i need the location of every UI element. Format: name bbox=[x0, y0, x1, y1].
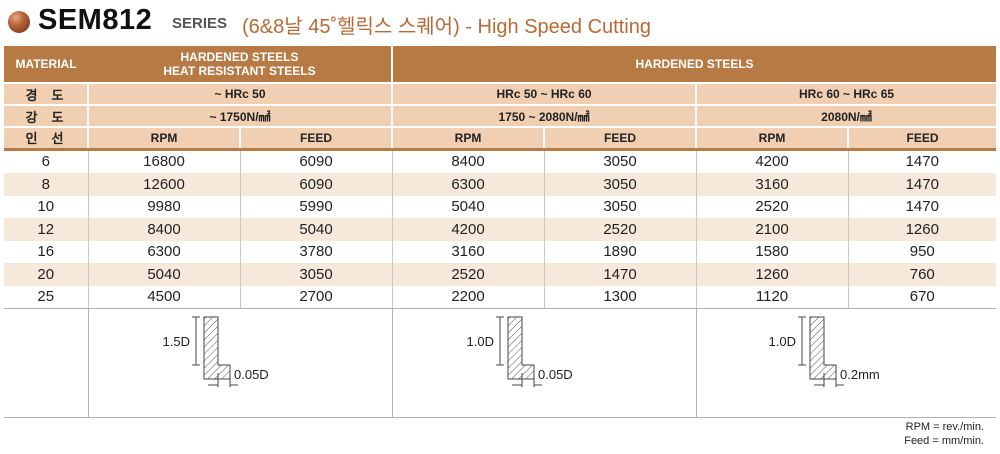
rpm-header: RPM bbox=[695, 126, 849, 149]
feed-cell: 6090 bbox=[239, 147, 393, 173]
feed-header: FEED bbox=[543, 126, 697, 149]
rpm-cell: 12600 bbox=[87, 173, 240, 196]
table-row: 8 12600 6090 6300 3050 3160 1470 bbox=[4, 173, 997, 196]
cut-diagram-3: 1.0D 0.2mm bbox=[695, 308, 997, 418]
width-label: 0.05D bbox=[538, 367, 573, 382]
rpm-cell: 4200 bbox=[391, 218, 545, 241]
rpm-cell: 2100 bbox=[695, 218, 849, 241]
group2a-strength: 1750 ~ 2080N/㎟ bbox=[391, 104, 697, 127]
feed-cell: 950 bbox=[847, 240, 997, 263]
rpm-cell: 5040 bbox=[391, 195, 545, 218]
rpm-cell: 2520 bbox=[391, 263, 545, 286]
feed-cell: 1470 bbox=[543, 263, 697, 286]
rpm-cell: 8400 bbox=[87, 218, 240, 241]
width-label: 0.05D bbox=[234, 367, 269, 382]
rpm-cell: 3160 bbox=[695, 173, 849, 196]
rpm-header: RPM bbox=[391, 126, 545, 149]
feed-unit-note: Feed = mm/min. bbox=[904, 435, 984, 447]
bullet-ball-icon bbox=[8, 11, 30, 33]
feed-cell: 2520 bbox=[543, 218, 697, 241]
cut-diagram-2: 1.0D 0.05D bbox=[391, 308, 697, 418]
rpm-cell: 2520 bbox=[695, 195, 849, 218]
feed-cell: 760 bbox=[847, 263, 997, 286]
hardness-label: 경도 bbox=[4, 82, 88, 105]
diameter-cell: 10 bbox=[37, 198, 55, 216]
table-row: 16 6300 3780 3160 1890 1580 950 bbox=[4, 240, 997, 263]
feed-cell: 3050 bbox=[543, 147, 697, 173]
feed-cell: 6090 bbox=[239, 173, 393, 196]
model-name: SEM812 bbox=[38, 4, 153, 36]
slot-profile-icon: 1.0D 0.2mm bbox=[769, 316, 880, 387]
rpm-header: RPM bbox=[87, 126, 240, 149]
depth-label: 1.0D bbox=[467, 334, 494, 349]
rpm-cell: 4500 bbox=[87, 285, 240, 309]
feed-cell: 3050 bbox=[543, 173, 697, 196]
feed-cell: 1300 bbox=[543, 285, 697, 309]
strength-label: 강도 bbox=[4, 104, 88, 127]
feed-cell: 1260 bbox=[847, 218, 997, 241]
slot-profile-icon: 1.0D 0.05D bbox=[467, 316, 573, 387]
group1-header: HARDENED STEELS HEAT RESISTANT STEELS bbox=[88, 46, 393, 83]
table-row: 10 9980 5990 5040 3050 2520 1470 bbox=[4, 195, 997, 218]
group1-line2: HEAT RESISTANT STEELS bbox=[163, 64, 316, 78]
feed-cell: 1470 bbox=[847, 147, 997, 173]
group2b-strength: 2080N/㎟ bbox=[695, 104, 997, 127]
feed-header: FEED bbox=[238, 126, 393, 149]
table-row: 6 16800 6090 8400 3050 4200 1470 bbox=[4, 147, 997, 173]
depth-label: 1.0D bbox=[769, 334, 796, 349]
group1-line1: HARDENED STEELS bbox=[180, 50, 299, 64]
feed-cell: 5990 bbox=[239, 195, 393, 218]
rpm-cell: 6300 bbox=[391, 173, 545, 196]
table-row: 25 4500 2700 2200 1300 1120 670 bbox=[4, 285, 997, 309]
diagram-spacer bbox=[4, 308, 88, 418]
rpm-cell: 5040 bbox=[87, 263, 240, 286]
material-header: MATERIAL bbox=[4, 46, 88, 83]
rpm-cell: 1580 bbox=[695, 240, 849, 263]
feed-cell: 3780 bbox=[239, 240, 393, 263]
diameter-cell: 8 bbox=[4, 173, 88, 196]
rpm-cell: 3160 bbox=[391, 240, 545, 263]
rpm-cell: 1120 bbox=[695, 285, 849, 309]
feed-cell: 1470 bbox=[847, 195, 997, 218]
depth-label: 1.5D bbox=[163, 334, 190, 349]
feed-cell: 3050 bbox=[543, 195, 697, 218]
slot-profile-icon: 1.5D 0.05D bbox=[163, 316, 269, 387]
flutes-label: 인선 bbox=[4, 126, 88, 149]
feed-cell: 1470 bbox=[847, 173, 997, 196]
rpm-cell: 16800 bbox=[87, 147, 240, 173]
rpm-cell: 6300 bbox=[87, 240, 240, 263]
feed-cell: 5040 bbox=[239, 218, 393, 241]
table-row: 20 5040 3050 2520 1470 1260 760 bbox=[4, 263, 997, 286]
feed-cell: 670 bbox=[847, 285, 997, 309]
diameter-cell: 20 bbox=[4, 263, 88, 286]
diameter-cell: 16 bbox=[37, 243, 55, 261]
diameter-cell: 12 bbox=[4, 218, 88, 241]
series-label: SERIES bbox=[172, 15, 228, 32]
table-row: 12 8400 5040 4200 2520 2100 1260 bbox=[4, 218, 997, 241]
rpm-cell: 1260 bbox=[695, 263, 849, 286]
cutting-conditions-table: MATERIAL HARDENED STEELS HEAT RESISTANT … bbox=[4, 46, 997, 418]
feed-cell: 2700 bbox=[239, 285, 393, 309]
rpm-unit-note: RPM = rev./min. bbox=[905, 421, 984, 433]
rpm-cell: 4200 bbox=[695, 147, 849, 173]
subtitle: (6&8날 45˚헬릭스 스퀘어) - High Speed Cutting bbox=[242, 16, 651, 38]
diameter-cell: 25 bbox=[4, 285, 88, 309]
rpm-cell: 8400 bbox=[391, 147, 545, 173]
width-label: 0.2mm bbox=[840, 367, 880, 382]
title-bar: SEM812 SERIES (6&8날 45˚헬릭스 스퀘어) - High S… bbox=[0, 0, 1000, 44]
group1-hardness: ~ HRc 50 bbox=[86, 82, 393, 105]
feed-header: FEED bbox=[847, 126, 997, 149]
diameter-cell: 6 bbox=[4, 147, 88, 173]
feed-cell: 3050 bbox=[239, 263, 393, 286]
rpm-cell: 9980 bbox=[87, 195, 240, 218]
group2-header: HARDENED STEELS bbox=[391, 46, 997, 83]
group2b-hardness: HRc 60 ~ HRc 65 bbox=[695, 82, 997, 105]
cut-diagram-1: 1.5D 0.05D bbox=[87, 308, 393, 418]
rpm-cell: 2200 bbox=[391, 285, 545, 309]
group2a-hardness: HRc 50 ~ HRc 60 bbox=[391, 82, 697, 105]
feed-cell: 1890 bbox=[543, 240, 697, 263]
group1-strength: ~ 1750N/㎟ bbox=[86, 104, 393, 127]
